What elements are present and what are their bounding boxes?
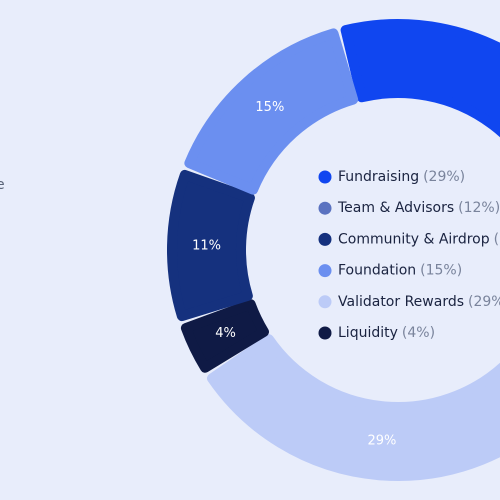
legend-label: Community & Airdrop (11%): [338, 231, 500, 247]
segment-label: 4%: [215, 326, 236, 341]
legend-percent: (4%): [402, 325, 435, 341]
legend-name: Team & Advisors: [337, 200, 454, 216]
legend-label: Fundraising (29%): [338, 169, 465, 185]
legend-name: Validator Rewards: [338, 294, 464, 310]
legend-swatch: [318, 264, 332, 278]
legend-percent: (12%): [458, 200, 500, 216]
legend-swatch: [318, 295, 332, 309]
legend-label: Liquidity (4%): [338, 325, 435, 341]
legend-label: Team & Advisors (12%): [337, 200, 500, 216]
legend-swatch: [318, 326, 332, 340]
legend-name: Foundation: [338, 263, 416, 279]
legend-percent: (29%): [468, 294, 500, 310]
legend-name: Liquidity: [338, 325, 398, 341]
legend-percent: (11%): [494, 231, 500, 247]
donut-segment: [206, 334, 500, 481]
legend-swatch: [318, 232, 332, 246]
donut-segment: [184, 28, 359, 195]
segment-label: 15%: [255, 100, 284, 115]
segment-label: 29%: [368, 433, 397, 448]
segment-label: 11%: [192, 238, 221, 253]
legend-label: Validator Rewards(29%): [338, 294, 500, 310]
donut-segment: [340, 19, 500, 138]
legend-percent: (29%): [423, 169, 465, 185]
legend-percent: (15%): [420, 263, 462, 279]
legend-name: Fundraising: [338, 169, 419, 185]
legend: Fundraising (29%)Team & Advisors (12%)Comm…: [318, 169, 500, 341]
side-text: e: [0, 177, 5, 193]
legend-swatch: [318, 170, 332, 184]
donut-segment: [167, 169, 255, 322]
legend-swatch: [318, 201, 332, 215]
legend-label: Foundation (15%): [338, 263, 462, 279]
donut: 29%12%29%4%11%15%: [167, 19, 500, 481]
legend-name: Community & Airdrop: [338, 231, 490, 247]
donut-segment: [180, 299, 269, 373]
